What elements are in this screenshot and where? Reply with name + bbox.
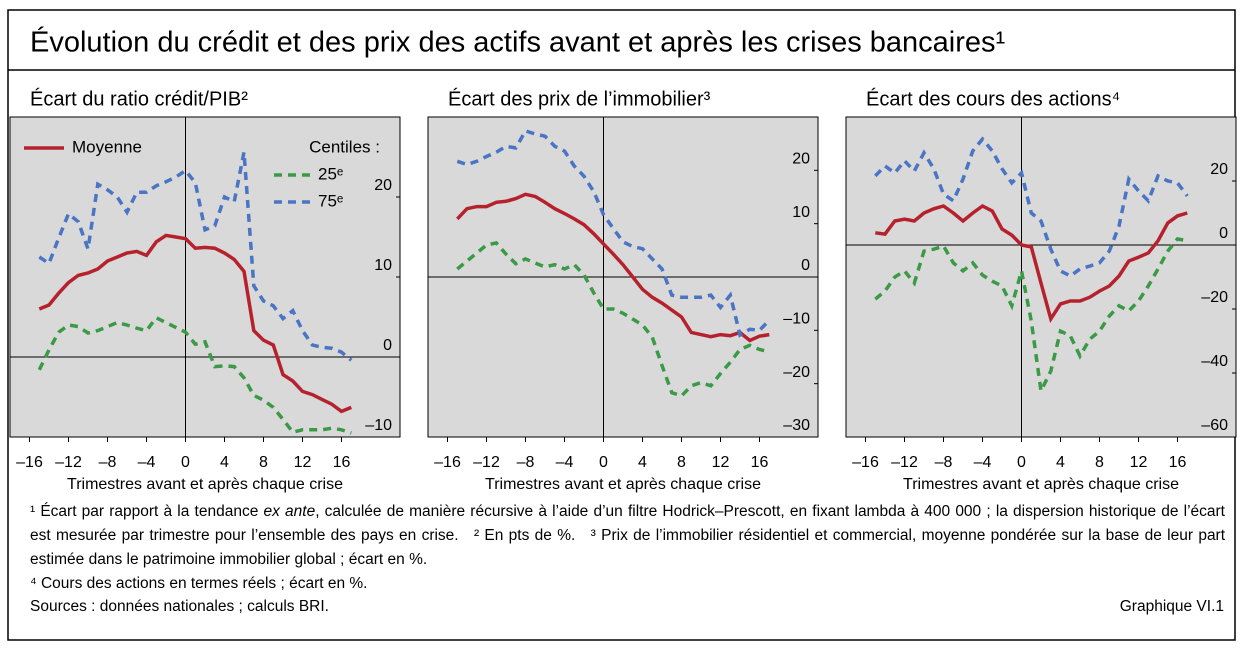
footnotes: ¹ Écart par rapport à la tendance ex ant…: [30, 500, 1225, 596]
title: Évolution du crédit et des prix des acti…: [30, 26, 1006, 59]
x-tick-label: –12: [55, 454, 82, 471]
sources: Sources : données nationales ; calculs B…: [30, 598, 329, 615]
graph-id: Graphique VI.1: [1119, 598, 1224, 615]
x-axis-label: Trimestres avant et après chaque crise: [903, 476, 1179, 493]
x-tick-label: 8: [1095, 454, 1104, 471]
x-tick-label: 4: [638, 454, 647, 471]
series-line: [38, 233, 352, 414]
y-tick-label: 10: [792, 204, 810, 221]
x-tick-label: –8: [517, 454, 535, 471]
y-tick-label: –10: [365, 417, 392, 434]
x-tick-label: –4: [138, 454, 156, 471]
panel-title: Écart des cours des actions⁴: [866, 87, 1120, 110]
panel-title: Écart du ratio crédit/PIB²: [30, 87, 248, 110]
x-tick-label: –8: [935, 454, 953, 471]
y-tick-label: –10: [783, 311, 810, 328]
x-tick-label: 0: [599, 454, 608, 471]
footnote: ¹ Écart par rapport à la tendance: [30, 503, 264, 520]
y-tick-label: –30: [783, 417, 810, 434]
x-tick-label: 12: [712, 454, 730, 471]
x-tick-label: 12: [1130, 454, 1148, 471]
footnote: ³ Prix de l’immobilier résidentiel et co…: [30, 527, 1226, 568]
series-line: [38, 151, 353, 362]
x-tick-label: –12: [891, 454, 918, 471]
y-tick-label: 0: [383, 337, 392, 354]
series-line: [456, 128, 771, 338]
y-tick-label: 20: [792, 151, 810, 168]
series-line: [874, 136, 1189, 279]
y-tick-label: 20: [374, 177, 392, 194]
panel-title: Écart des prix de l’immobilier³: [448, 87, 711, 110]
footnote: ⁴ Cours des actions en termes réels ; éc…: [30, 575, 368, 592]
footnote: ² En pts de %.: [473, 527, 576, 544]
x-axis-label: Trimestres avant et après chaque crise: [485, 476, 761, 493]
footnote: , calculée de manière récursive à l’aide…: [30, 503, 1225, 544]
x-tick-label: –8: [99, 454, 117, 471]
y-tick-label: 10: [374, 257, 392, 274]
y-tick-label: 20: [1210, 161, 1228, 178]
x-tick-label: –12: [473, 454, 500, 471]
x-tick-label: 0: [1017, 454, 1026, 471]
y-tick-label: –20: [1201, 289, 1228, 306]
legend-label: 25ᵉ: [318, 164, 343, 183]
x-tick-label: –16: [16, 454, 43, 471]
y-tick-label: –20: [783, 364, 810, 381]
x-tick-label: 16: [751, 454, 769, 471]
y-tick-label: 0: [1219, 225, 1228, 242]
legend-title: Centiles :: [309, 137, 380, 156]
series-line: [456, 192, 770, 343]
x-tick-label: 16: [333, 454, 351, 471]
y-tick-label: –40: [1201, 353, 1228, 370]
series-line: [875, 203, 1188, 324]
legend-label: Moyenne: [72, 137, 142, 156]
series-line: [456, 240, 770, 398]
y-tick-label: –60: [1201, 417, 1228, 434]
x-tick-label: –4: [556, 454, 574, 471]
series-line: [37, 315, 352, 435]
y-tick-label: 0: [801, 257, 810, 274]
x-tick-label: 4: [1056, 454, 1065, 471]
x-tick-label: –16: [434, 454, 461, 471]
x-axis-label: Trimestres avant et après chaque crise: [67, 476, 343, 493]
legend-label: 75ᵉ: [318, 191, 343, 210]
footnote: ex ante: [263, 503, 316, 520]
x-tick-label: –4: [974, 454, 992, 471]
x-tick-label: 8: [259, 454, 268, 471]
x-tick-label: –16: [852, 454, 879, 471]
x-tick-label: 16: [1169, 454, 1187, 471]
x-tick-label: 8: [677, 454, 686, 471]
x-tick-label: 0: [181, 454, 190, 471]
x-tick-label: 4: [220, 454, 229, 471]
x-tick-label: 12: [294, 454, 312, 471]
